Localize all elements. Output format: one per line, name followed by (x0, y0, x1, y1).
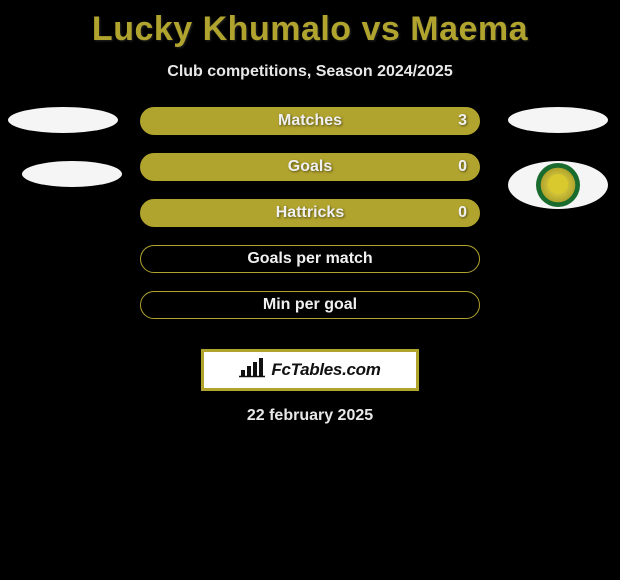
source-logo: FcTables.com (201, 349, 419, 391)
stat-bar-hattricks: Hattricks 0 (140, 199, 480, 227)
stat-row: Hattricks 0 (0, 199, 620, 245)
stat-bar-min-per-goal: Min per goal (140, 291, 480, 319)
stat-label: Matches (278, 112, 342, 130)
stat-row: Goals 0 (0, 153, 620, 199)
stat-row: Matches 3 (0, 107, 620, 153)
stat-bar-goals: Goals 0 (140, 153, 480, 181)
stat-label: Min per goal (263, 296, 357, 314)
stat-row: Min per goal (0, 291, 620, 337)
page-title: Lucky Khumalo vs Maema (0, 0, 620, 49)
stat-label: Goals per match (247, 250, 372, 268)
stat-value: 0 (458, 204, 467, 222)
stat-bar-goals-per-match: Goals per match (140, 245, 480, 273)
stat-row: Goals per match (0, 245, 620, 291)
stat-label: Goals (288, 158, 332, 176)
bars-icon (239, 358, 265, 383)
stat-value: 3 (458, 112, 467, 130)
stat-value: 0 (458, 158, 467, 176)
date-label: 22 february 2025 (0, 407, 620, 425)
page-subtitle: Club competitions, Season 2024/2025 (0, 63, 620, 81)
stat-bar-matches: Matches 3 (140, 107, 480, 135)
source-logo-text: FcTables.com (271, 360, 380, 380)
stat-label: Hattricks (276, 204, 344, 222)
comparison-chart: Matches 3 Goals 0 Hattricks 0 Goals per … (0, 107, 620, 337)
